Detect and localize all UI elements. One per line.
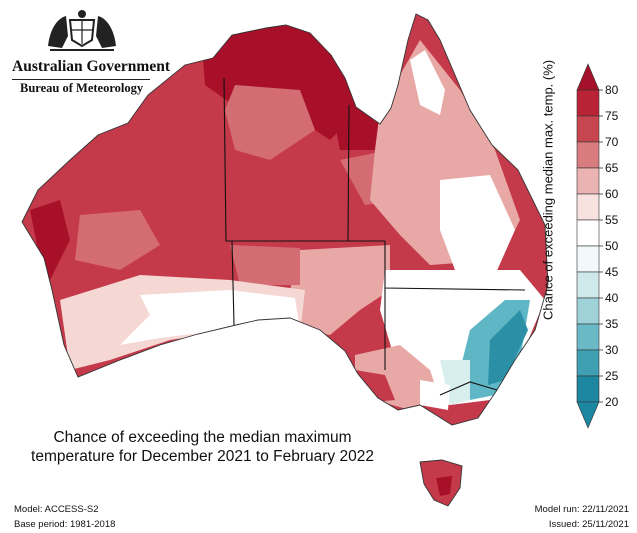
issued-label: Issued: 25/11/2021 xyxy=(548,519,629,530)
legend-colorbar: 80 75 70 65 60 55 50 45 40 35 30 25 20 xyxy=(576,63,619,429)
legend-band xyxy=(576,271,600,299)
map-title-line-1: Chance of exceeding the median maximum xyxy=(53,429,352,446)
legend-arrow-bottom xyxy=(576,401,600,429)
legend-tick-label: 65 xyxy=(605,161,619,175)
legend-band xyxy=(576,375,600,403)
coat-of-arms-icon xyxy=(48,10,116,51)
legend-band xyxy=(576,141,600,169)
legend-band xyxy=(576,115,600,143)
model-label: Model: ACCESS-S2 xyxy=(14,504,99,515)
legend-tick-label: 70 xyxy=(605,135,619,149)
legend-tick-label: 80 xyxy=(605,83,619,97)
legend-tick-label: 75 xyxy=(605,109,619,123)
model-run-label: Model run: 22/11/2021 xyxy=(534,504,629,515)
legend-tick-label: 45 xyxy=(605,265,619,279)
map-title-line-2: temperature for December 2021 to Februar… xyxy=(31,448,374,465)
legend-band xyxy=(576,297,600,325)
legend-arrow-top xyxy=(576,63,600,91)
legend-tick-label: 35 xyxy=(605,317,619,331)
legend-band xyxy=(576,219,600,247)
legend-band xyxy=(576,167,600,195)
legend-tick-label: 20 xyxy=(605,395,619,409)
legend-band xyxy=(576,89,600,117)
legend-band xyxy=(576,323,600,351)
legend-tick-label: 30 xyxy=(605,343,619,357)
legend-band xyxy=(576,349,600,377)
agency-title: Bureau of Meteorology xyxy=(20,81,144,95)
legend-tick-label: 40 xyxy=(605,291,619,305)
org-title: Australian Government xyxy=(12,58,170,80)
legend-band xyxy=(576,245,600,273)
map-title: Chance of exceeding the median maximum t… xyxy=(0,428,405,466)
base-period-label: Base period: 1981-2018 xyxy=(14,519,116,530)
legend-band xyxy=(576,193,600,221)
legend-tick-label: 25 xyxy=(605,369,619,383)
legend-tick-label: 50 xyxy=(605,239,619,253)
legend-tick-label: 55 xyxy=(605,213,619,227)
legend-tick-label: 60 xyxy=(605,187,619,201)
legend-label: Chance of exceeding median max. temp. (%… xyxy=(540,59,556,320)
